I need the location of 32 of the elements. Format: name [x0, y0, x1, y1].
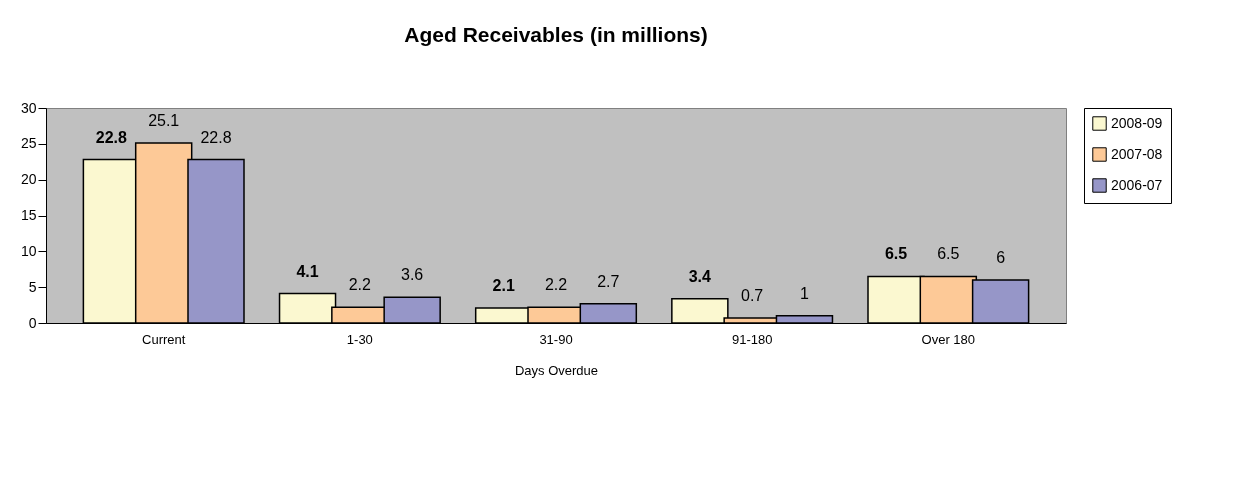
y-tick-label: 5 — [28, 278, 37, 295]
x-tick-label: 31-90 — [539, 331, 573, 347]
y-tick-label: 15 — [20, 207, 37, 223]
data-label: 25.1 — [148, 112, 180, 130]
y-tick-label: 0 — [28, 314, 37, 331]
x-tick-label: Current — [142, 331, 186, 347]
legend-label: 2006-07 — [1111, 176, 1163, 193]
data-label: 1 — [800, 284, 810, 302]
data-label: 3.6 — [401, 266, 424, 284]
y-tick-label: 10 — [20, 242, 37, 259]
data-label: 2.2 — [348, 276, 372, 294]
data-label: 6.5 — [884, 245, 908, 263]
data-label: 22.8 — [95, 128, 128, 146]
data-label: 2.1 — [492, 276, 515, 294]
x-tick-label: Over 180 — [921, 331, 976, 347]
y-tick-label: 30 — [20, 99, 37, 116]
x-tick-label: 1-30 — [346, 331, 373, 347]
data-label: 4.1 — [296, 262, 319, 280]
data-label: 6.5 — [937, 245, 960, 263]
data-label: 22.8 — [200, 128, 232, 146]
y-tick-label: 20 — [20, 171, 37, 188]
legend-label: 2008-09 — [1111, 114, 1163, 131]
chart-title: Aged Receivables (in millions) — [404, 23, 708, 46]
data-label: 6 — [996, 249, 1006, 266]
y-tick-label: 25 — [20, 135, 37, 152]
data-label: 2.7 — [597, 272, 620, 290]
data-label: 0.7 — [741, 286, 764, 304]
data-label: 2.2 — [544, 276, 568, 294]
data-label: 3.4 — [688, 267, 712, 285]
x-tick-label: 91-180 — [731, 331, 773, 347]
legend-label: 2007-08 — [1111, 145, 1163, 162]
x-axis-title: Days Overdue — [514, 362, 599, 378]
